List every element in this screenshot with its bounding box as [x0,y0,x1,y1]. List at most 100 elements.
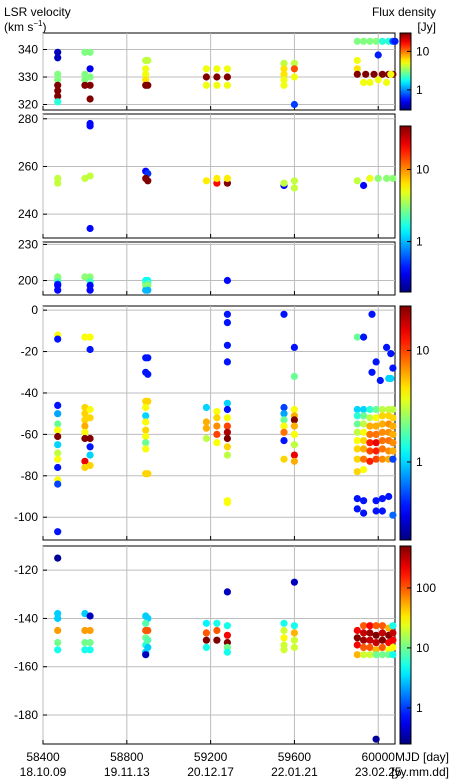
data-point [202,73,210,81]
data-point [144,370,152,378]
data-point [366,414,374,422]
data-point [223,428,231,436]
data-point [223,631,231,639]
data-point [360,622,368,630]
data-point [389,430,397,438]
data-point [81,457,89,465]
data-point [86,451,94,459]
data-point [366,457,374,465]
data-point [142,445,150,453]
data-point [383,174,391,182]
x-tick-label-mjd: 58400 [26,750,60,764]
data-point [223,341,231,349]
y-tick-label: -180 [14,708,38,722]
data-point [86,612,94,620]
ylabel-line2-text: (km s [4,20,33,34]
data-point [142,432,150,441]
data-point [290,629,298,637]
data-point [142,70,150,78]
data-point [81,273,89,281]
data-point [54,179,62,187]
data-point [54,48,62,56]
data-point [290,451,298,459]
x-tick-label-date: 19.11.13 [104,765,150,779]
data-point [202,65,210,73]
data-point [353,437,361,445]
data-point [366,37,374,45]
data-point [372,37,380,45]
colorbar-title-line2: [Jy] [417,20,436,34]
data-point [360,412,368,420]
data-point [86,286,94,294]
data-point [353,412,361,420]
data-point [366,629,374,637]
data-point [370,70,378,78]
data-point [223,499,231,507]
data-point [360,636,368,644]
data-point [86,65,94,73]
data-point [372,422,380,430]
data-point [360,509,368,517]
data-point [86,172,94,180]
y-tick-label: -40 [21,386,39,400]
ylabel-line2: (km s−1) [4,19,46,34]
data-point [366,643,374,652]
data-point [223,443,231,451]
data-point [374,174,382,182]
data-point [372,651,380,659]
data-point [374,51,382,59]
data-point [223,319,231,327]
colorbar-gradient [399,125,412,293]
data-point [213,73,221,81]
data-point [290,636,298,644]
data-point [378,495,386,503]
data-point [378,507,386,515]
data-point [213,414,221,422]
data-point [368,368,376,376]
xlabel-line2: [yy.mm.dd] [391,765,449,779]
data-point [280,428,288,436]
data-point [378,428,386,436]
data-point [280,65,288,73]
data-point [81,48,89,56]
data-point [378,643,386,652]
data-point [223,622,231,630]
data-point [81,626,89,635]
data-point [366,430,374,438]
data-point [372,430,380,438]
data-point [81,422,89,430]
data-point [389,422,397,430]
data-point [280,626,288,635]
data-point [290,578,298,586]
xlabel-line1: MJD [day] [395,750,449,764]
y-tick-label: 0 [31,303,38,317]
data-point [378,437,386,445]
data-point [54,614,62,623]
data-point [86,48,94,56]
data-point [391,37,399,45]
colorbar-tick-label: 10 [416,44,430,58]
data-point [378,455,386,463]
data-point [54,528,62,536]
data-point [280,59,288,67]
data-point [144,643,152,652]
data-point [86,639,94,647]
data-point [378,622,386,630]
data-point [86,646,94,654]
data-point [389,447,397,455]
data-point [378,37,386,45]
data-point [223,73,231,81]
data-point [389,622,397,630]
data-point [353,56,361,65]
data-point [366,636,374,644]
colorbar-tick-label: 1 [416,701,423,715]
x-tick-label-date: 20.12.17 [187,765,234,779]
data-point [372,405,380,414]
data-point [142,76,150,84]
data-point [372,507,380,515]
y-tick-label: 200 [18,274,38,288]
y-tick-label: 280 [18,112,38,126]
data-point [360,651,368,659]
data-point [54,480,62,488]
